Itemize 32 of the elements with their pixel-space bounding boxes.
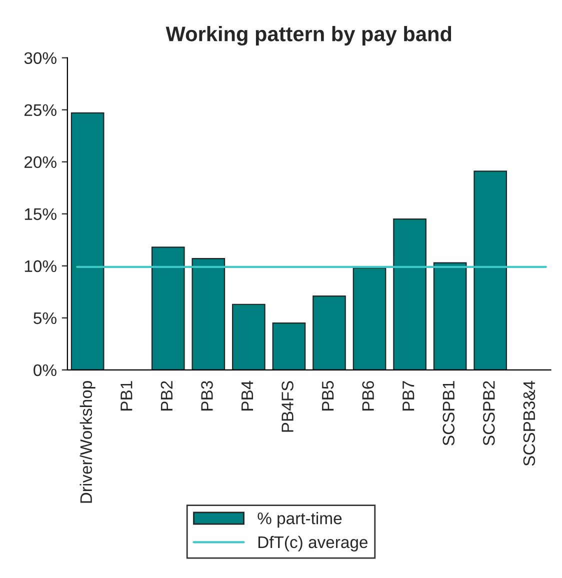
- x-tick-label: SCSPB2: [483, 381, 495, 446]
- x-tick-label: SCSPB1: [442, 381, 455, 446]
- x-tick-label: SCSPB3&4: [523, 380, 536, 466]
- chart-title: Working pattern by pay band: [166, 26, 452, 46]
- bar: [474, 170, 508, 370]
- x-tick-label: PB2: [160, 381, 172, 410]
- x-tick-label: PB4FS: [282, 381, 294, 432]
- bar: [151, 246, 185, 370]
- bar: [433, 262, 467, 370]
- y-tick-label: 25%: [24, 104, 56, 116]
- x-tick-label: PB3: [201, 381, 213, 410]
- bar: [393, 218, 426, 370]
- y-tick-label: 20%: [24, 156, 56, 168]
- x-tick-label: PB5: [322, 381, 334, 410]
- bar: [312, 295, 346, 370]
- bar: [232, 304, 266, 370]
- bar: [272, 322, 306, 370]
- bar: [352, 267, 386, 370]
- x-tick-label: PB7: [402, 381, 414, 410]
- y-tick-label: 30%: [24, 52, 56, 64]
- bar: [70, 112, 104, 370]
- y-tick-label: 10%: [24, 260, 56, 272]
- bar: [192, 258, 226, 370]
- x-tick-label: Driver/Workshop: [80, 381, 96, 503]
- x-tick-label: PB1: [120, 381, 132, 410]
- y-tick-label: 0%: [34, 364, 56, 376]
- legend-label: DfT(c) average: [258, 536, 368, 552]
- x-tick-label: PB4: [242, 380, 253, 410]
- legend-label: % part-time: [258, 512, 342, 528]
- y-tick-label: 15%: [24, 208, 56, 220]
- x-tick-label: PB6: [362, 381, 374, 410]
- y-tick-label: 5%: [34, 312, 56, 324]
